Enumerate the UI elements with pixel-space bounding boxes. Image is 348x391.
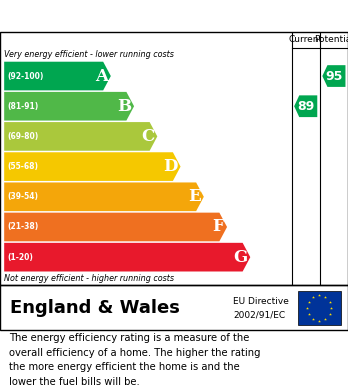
Text: (1-20): (1-20) bbox=[8, 253, 33, 262]
Text: (39-54): (39-54) bbox=[8, 192, 39, 201]
Text: Very energy efficient - lower running costs: Very energy efficient - lower running co… bbox=[4, 50, 174, 59]
Text: (92-100): (92-100) bbox=[8, 72, 44, 81]
Text: G: G bbox=[233, 249, 247, 265]
Text: B: B bbox=[117, 98, 131, 115]
Polygon shape bbox=[294, 95, 317, 117]
Polygon shape bbox=[4, 62, 111, 90]
Polygon shape bbox=[4, 152, 181, 181]
Polygon shape bbox=[322, 65, 346, 87]
Text: (81-91): (81-91) bbox=[8, 102, 39, 111]
Polygon shape bbox=[4, 213, 227, 241]
Text: 2002/91/EC: 2002/91/EC bbox=[233, 310, 285, 319]
Text: Not energy efficient - higher running costs: Not energy efficient - higher running co… bbox=[4, 274, 174, 283]
Text: E: E bbox=[188, 188, 201, 205]
Text: 89: 89 bbox=[297, 100, 314, 113]
Text: (21-38): (21-38) bbox=[8, 222, 39, 231]
Text: England & Wales: England & Wales bbox=[10, 299, 180, 317]
Text: F: F bbox=[213, 219, 224, 235]
Text: EU Directive: EU Directive bbox=[233, 297, 289, 306]
Text: The energy efficiency rating is a measure of the
overall efficiency of a home. T: The energy efficiency rating is a measur… bbox=[9, 334, 260, 387]
Text: Energy Efficiency Rating: Energy Efficiency Rating bbox=[10, 9, 220, 23]
Text: A: A bbox=[95, 68, 108, 84]
Text: C: C bbox=[141, 128, 155, 145]
Text: Potential: Potential bbox=[314, 36, 348, 45]
FancyBboxPatch shape bbox=[298, 291, 341, 325]
Polygon shape bbox=[4, 243, 250, 271]
Polygon shape bbox=[4, 92, 134, 120]
Text: (55-68): (55-68) bbox=[8, 162, 39, 171]
Text: D: D bbox=[163, 158, 178, 175]
Polygon shape bbox=[4, 122, 157, 151]
Text: (69-80): (69-80) bbox=[8, 132, 39, 141]
Text: Current: Current bbox=[288, 36, 323, 45]
Polygon shape bbox=[4, 183, 204, 211]
Text: 95: 95 bbox=[325, 70, 342, 83]
